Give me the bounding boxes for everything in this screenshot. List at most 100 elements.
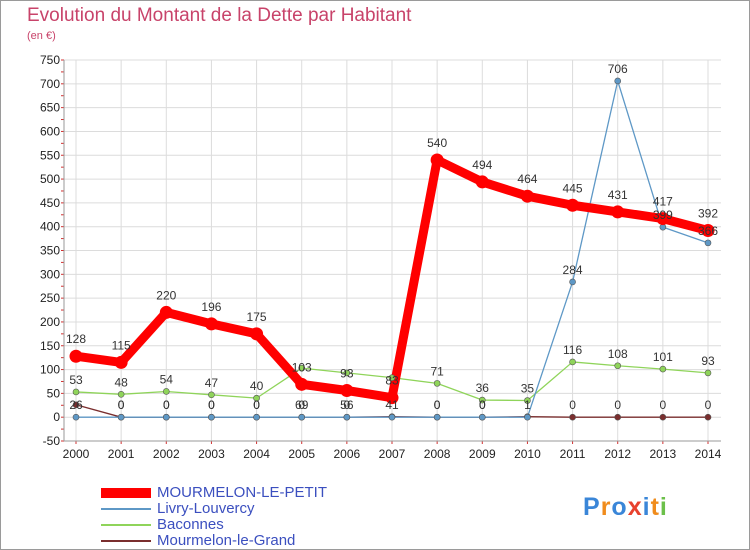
data-point bbox=[520, 189, 534, 203]
chart-plot: -500501001502002503003504004505005506006… bbox=[40, 53, 722, 461]
legend-swatch bbox=[101, 540, 151, 542]
data-label: 0 bbox=[434, 398, 441, 412]
legend-swatch bbox=[101, 524, 151, 526]
data-label: 220 bbox=[156, 288, 176, 302]
data-label: 0 bbox=[479, 398, 486, 412]
x-tick-label: 2009 bbox=[469, 447, 496, 461]
data-label: 116 bbox=[563, 343, 582, 357]
data-label: 392 bbox=[698, 206, 718, 220]
x-tick-label: 2010 bbox=[514, 447, 541, 461]
data-point bbox=[433, 413, 441, 421]
data-point bbox=[611, 205, 625, 219]
proxiti-logo: Proxiti bbox=[583, 493, 668, 522]
y-tick-label: 650 bbox=[40, 101, 60, 115]
data-label: 0 bbox=[660, 398, 667, 412]
y-tick-label: 300 bbox=[40, 267, 60, 281]
y-tick-label: 400 bbox=[40, 220, 60, 234]
x-tick-label: 2003 bbox=[198, 447, 225, 461]
data-label: 175 bbox=[247, 310, 267, 324]
data-point bbox=[433, 380, 441, 387]
x-tick-label: 2014 bbox=[695, 447, 722, 461]
data-point bbox=[117, 413, 125, 421]
data-label: 0 bbox=[434, 398, 441, 412]
data-label: 0 bbox=[118, 398, 125, 412]
x-tick-label: 2006 bbox=[334, 447, 361, 461]
x-tick-label: 2011 bbox=[560, 447, 586, 461]
data-label: 0 bbox=[479, 398, 486, 412]
legend-label: Mourmelon-le-Grand bbox=[157, 532, 296, 549]
data-label: 706 bbox=[608, 62, 628, 76]
data-label: 128 bbox=[66, 332, 86, 346]
data-point bbox=[388, 413, 396, 421]
data-point bbox=[72, 413, 80, 421]
data-label: 26 bbox=[69, 398, 83, 412]
data-point bbox=[478, 413, 486, 421]
y-tick-label: 350 bbox=[40, 244, 60, 258]
data-label: 0 bbox=[163, 398, 170, 412]
data-point bbox=[569, 358, 576, 366]
logo-letter: o bbox=[611, 493, 628, 521]
data-point bbox=[656, 212, 670, 226]
data-label: 101 bbox=[653, 350, 673, 364]
data-point bbox=[72, 401, 80, 409]
y-tick-label: 250 bbox=[40, 291, 60, 305]
data-point bbox=[208, 413, 215, 421]
data-point bbox=[701, 223, 715, 237]
data-label: 108 bbox=[608, 347, 628, 361]
data-point bbox=[614, 77, 622, 85]
logo-letter: r bbox=[600, 493, 612, 521]
data-label: 41 bbox=[385, 398, 399, 412]
y-tick-label: 600 bbox=[40, 124, 60, 138]
data-point bbox=[430, 153, 444, 167]
legend-item: Baconnes bbox=[101, 517, 431, 533]
data-label: 103 bbox=[292, 360, 312, 374]
data-label: 48 bbox=[114, 375, 128, 389]
legend-swatch bbox=[101, 488, 151, 498]
data-point bbox=[343, 413, 351, 421]
data-label: 0 bbox=[344, 398, 351, 412]
data-label: 69 bbox=[295, 398, 309, 412]
data-label: 0 bbox=[208, 398, 215, 412]
data-point bbox=[614, 413, 622, 421]
data-label: 0 bbox=[208, 398, 215, 412]
y-tick-label: 50 bbox=[47, 386, 61, 400]
data-point bbox=[69, 349, 83, 363]
logo-letter: x bbox=[627, 493, 643, 521]
data-label: 36 bbox=[476, 381, 490, 395]
data-label: 0 bbox=[253, 398, 260, 412]
data-label: 0 bbox=[118, 398, 125, 412]
data-label: 0 bbox=[253, 398, 260, 412]
data-point bbox=[614, 362, 622, 370]
data-point bbox=[704, 369, 712, 377]
logo-letter: P bbox=[583, 493, 601, 521]
data-label: 0 bbox=[298, 398, 305, 412]
x-tick-label: 2005 bbox=[288, 447, 315, 461]
data-point bbox=[159, 305, 173, 319]
data-point bbox=[253, 394, 260, 402]
data-point bbox=[343, 369, 351, 377]
data-label: 1 bbox=[524, 398, 531, 412]
data-label: 366 bbox=[698, 224, 718, 238]
data-label: 399 bbox=[653, 208, 673, 222]
data-label: 0 bbox=[569, 398, 576, 412]
data-label: 284 bbox=[563, 263, 583, 277]
legend-label: Livry-Louvercy bbox=[157, 500, 255, 517]
data-point bbox=[569, 413, 576, 421]
data-point bbox=[569, 278, 576, 286]
data-label: 53 bbox=[69, 373, 83, 387]
data-label: 464 bbox=[517, 172, 537, 186]
y-tick-label: 100 bbox=[40, 363, 60, 377]
data-point bbox=[298, 364, 306, 372]
legend-label: MOURMELON-LE-PETIT bbox=[157, 484, 328, 501]
data-label: 40 bbox=[250, 379, 264, 393]
data-point bbox=[475, 175, 489, 189]
data-point bbox=[704, 413, 712, 421]
series-points bbox=[69, 77, 715, 421]
data-label: 56 bbox=[340, 398, 354, 412]
data-point bbox=[208, 391, 215, 399]
y-tick-label: 450 bbox=[40, 196, 60, 210]
data-point bbox=[295, 377, 309, 391]
x-tick-label: 2004 bbox=[243, 447, 270, 461]
data-point bbox=[114, 355, 128, 369]
